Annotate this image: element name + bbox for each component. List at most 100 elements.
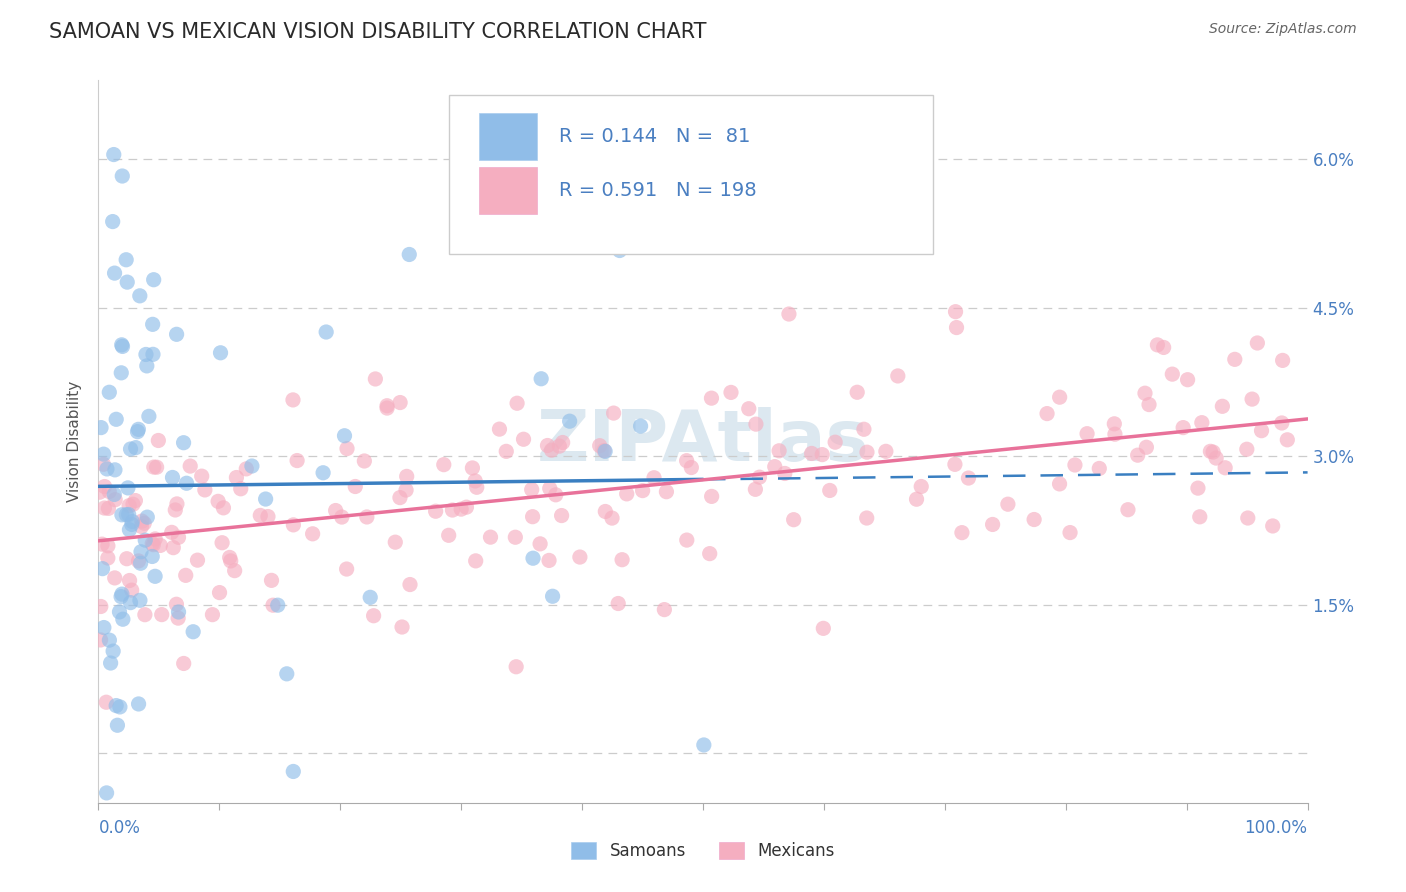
Point — [267, 598, 290, 612]
Point — [548, 439, 571, 453]
Point — [943, 458, 966, 472]
Point — [745, 417, 768, 431]
Point — [176, 476, 198, 491]
Point — [1250, 424, 1272, 438]
Point — [134, 533, 156, 548]
Point — [1213, 460, 1236, 475]
Point — [887, 368, 910, 383]
Point — [104, 571, 127, 585]
Point — [800, 446, 823, 460]
Point — [1104, 427, 1126, 442]
Point — [104, 463, 127, 477]
Point — [1261, 519, 1284, 533]
Point — [134, 516, 156, 531]
Point — [315, 325, 337, 339]
Point — [461, 461, 484, 475]
Point — [142, 347, 165, 361]
Point — [145, 460, 167, 475]
Point — [398, 247, 420, 261]
Point — [129, 556, 152, 570]
Point — [333, 429, 356, 443]
Point — [167, 611, 190, 625]
Point — [254, 491, 277, 506]
Point — [90, 632, 112, 647]
Point — [1049, 390, 1071, 404]
Point — [425, 504, 447, 518]
Point — [1104, 417, 1126, 431]
Point — [530, 372, 553, 386]
Point — [262, 598, 284, 612]
Point — [1161, 367, 1184, 381]
Point — [813, 621, 835, 635]
Y-axis label: Vision Disability: Vision Disability — [67, 381, 83, 502]
Point — [103, 266, 125, 280]
Point — [110, 590, 132, 604]
Point — [136, 510, 159, 524]
Point — [135, 347, 157, 361]
Point — [505, 659, 527, 673]
Point — [910, 479, 932, 493]
Point — [856, 445, 879, 459]
Point — [115, 252, 138, 267]
Point — [1271, 353, 1294, 368]
Point — [356, 510, 378, 524]
Point — [101, 644, 124, 658]
Point — [117, 481, 139, 495]
Point — [150, 607, 173, 622]
Point — [655, 484, 678, 499]
Point — [118, 523, 141, 537]
Point — [240, 458, 263, 473]
Point — [384, 535, 406, 549]
Point — [93, 457, 115, 471]
Point — [312, 466, 335, 480]
Point — [538, 482, 561, 496]
Point — [260, 574, 283, 588]
Text: SAMOAN VS MEXICAN VISION DISABILITY CORRELATION CHART: SAMOAN VS MEXICAN VISION DISABILITY CORR… — [49, 22, 707, 42]
Point — [520, 483, 543, 497]
Point — [1177, 373, 1199, 387]
Point — [194, 483, 217, 497]
Point — [1153, 341, 1175, 355]
Point — [110, 366, 132, 380]
Point — [121, 517, 143, 532]
Point — [142, 318, 165, 332]
Point — [115, 275, 138, 289]
Point — [1236, 442, 1258, 457]
Point — [610, 552, 633, 566]
Point — [179, 459, 201, 474]
Point — [700, 391, 723, 405]
Point — [1059, 525, 1081, 540]
Point — [693, 738, 716, 752]
Point — [1173, 420, 1195, 434]
Point — [846, 385, 869, 400]
FancyBboxPatch shape — [479, 112, 537, 160]
Point — [91, 537, 114, 551]
Point — [100, 656, 122, 670]
Point — [129, 593, 152, 607]
Point — [162, 470, 184, 484]
Point — [125, 441, 148, 455]
Point — [495, 444, 517, 458]
Point — [108, 605, 131, 619]
Point — [607, 597, 630, 611]
Point — [166, 497, 188, 511]
Point — [128, 697, 150, 711]
Point — [107, 718, 129, 732]
Point — [97, 501, 120, 516]
Point — [127, 425, 149, 439]
Point — [1211, 400, 1233, 414]
Point — [875, 444, 897, 458]
Point — [1191, 416, 1213, 430]
Point — [488, 422, 510, 436]
Point — [141, 536, 163, 550]
Point — [135, 359, 157, 373]
Point — [103, 147, 125, 161]
Point — [1076, 426, 1098, 441]
Point — [111, 339, 134, 353]
Point — [773, 467, 796, 481]
Point — [1199, 444, 1222, 458]
Point — [782, 513, 804, 527]
Point — [149, 538, 172, 552]
Point — [96, 462, 118, 476]
Point — [336, 562, 359, 576]
